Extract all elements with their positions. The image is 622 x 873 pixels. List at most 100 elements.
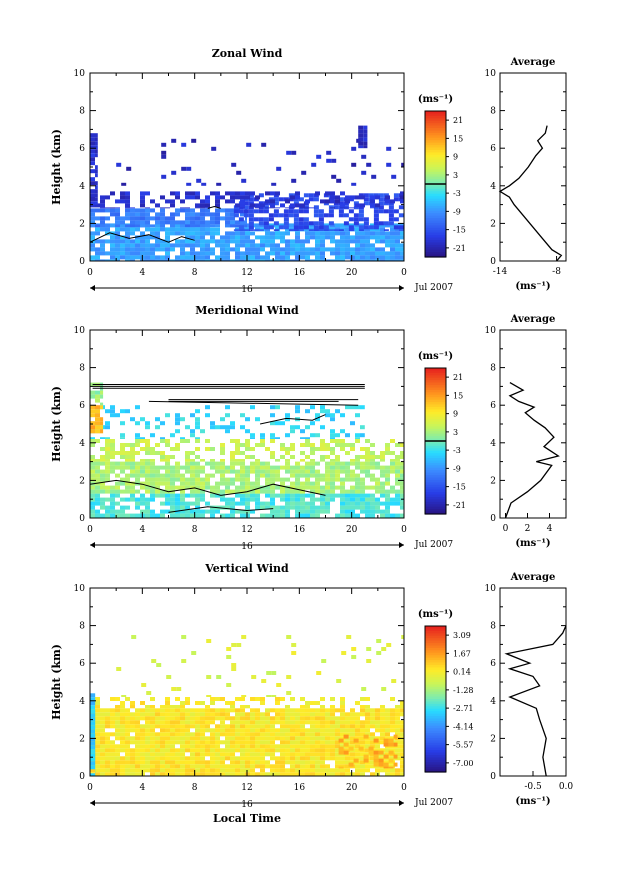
heatmap-cell <box>241 695 247 697</box>
heatmap-cell <box>363 225 369 230</box>
heatmap-cell <box>115 216 120 221</box>
heatmap-cell <box>100 239 105 244</box>
heatmap-cell <box>140 195 145 200</box>
colorbar-tick-label: -9 <box>453 207 461 216</box>
heatmap-cell <box>120 497 125 502</box>
heatmap-cell <box>266 695 272 697</box>
heatmap-cell <box>100 469 105 474</box>
heatmap-cell <box>190 220 195 225</box>
heatmap-cell <box>265 239 270 244</box>
heatmap-cell <box>330 451 335 455</box>
contour-line <box>89 232 195 243</box>
heatmap-cell <box>290 247 295 252</box>
heatmap-cell <box>240 740 245 745</box>
heatmap-cell <box>130 251 135 256</box>
colorbar-frame <box>424 625 447 773</box>
heatmap-cell <box>230 220 235 225</box>
heatmap-cell <box>295 195 300 200</box>
heatmap-cell <box>340 481 345 486</box>
heatmap-cell <box>260 255 265 260</box>
heatmap-cell <box>383 738 389 743</box>
heatmap-cell <box>120 255 125 260</box>
heatmap-cell <box>90 439 95 443</box>
heatmap-cell <box>165 724 170 729</box>
colorbar-segment <box>425 411 446 415</box>
heatmap-cell <box>265 493 270 498</box>
heatmap-cell <box>235 772 240 776</box>
heatmap-cell <box>360 732 365 737</box>
heatmap-cell <box>260 772 265 776</box>
heatmap-cell <box>295 203 300 208</box>
heatmap-cell <box>190 239 195 244</box>
heatmap-cell <box>268 213 274 218</box>
heatmap-cell <box>225 216 230 221</box>
colorbar-tick-label: -21 <box>453 244 466 253</box>
heatmap-cell <box>283 225 289 230</box>
heatmap-cell <box>245 251 250 256</box>
heatmap-cell <box>180 708 185 713</box>
heatmap-cell <box>95 477 100 482</box>
heatmap-cell <box>300 513 305 518</box>
heatmap-cell <box>350 720 355 725</box>
heatmap-cell <box>335 485 340 490</box>
y-tick-label: 8 <box>79 107 85 117</box>
heatmap-cell <box>240 195 245 200</box>
heatmap-cell <box>323 229 329 231</box>
heatmap-cell <box>325 409 330 414</box>
heatmap-cell <box>330 413 335 418</box>
heatmap-cell <box>348 217 354 222</box>
heatmap-cell <box>210 748 215 753</box>
heatmap-cell <box>215 212 220 217</box>
heatmap-cell <box>300 736 305 741</box>
heatmap-cell <box>358 209 364 214</box>
heatmap-cell <box>240 251 245 256</box>
heatmap-cell <box>395 235 400 240</box>
heatmap-cell <box>235 509 240 514</box>
average-y-tick-label: 0 <box>490 772 496 782</box>
heatmap-cell <box>180 768 185 773</box>
heatmap-cell <box>370 756 375 761</box>
heatmap-cell <box>185 485 190 490</box>
heatmap-cell <box>375 712 380 717</box>
colorbar-segment <box>425 669 446 673</box>
heatmap-cell <box>355 235 360 240</box>
heatmap-cell <box>400 752 404 757</box>
heatmap-cell <box>180 752 185 757</box>
heatmap-cell <box>170 247 175 252</box>
heatmap-cell <box>160 772 165 776</box>
heatmap-cell <box>335 736 340 741</box>
heatmap-cell <box>270 421 275 426</box>
heatmap-cell <box>170 477 175 482</box>
heatmap-cell <box>275 712 280 717</box>
heatmap-cell <box>175 716 180 721</box>
heatmap-cell <box>125 195 130 200</box>
heatmap-cell <box>100 513 105 518</box>
heatmap-cell <box>353 738 359 743</box>
heatmap-cell <box>100 195 105 200</box>
heatmap-cell <box>240 736 245 741</box>
heatmap-cell <box>135 227 140 232</box>
heatmap-cell <box>210 421 215 426</box>
heatmap-cell <box>205 243 210 248</box>
heatmap-cell <box>355 239 360 244</box>
colorbar-segment <box>425 169 446 173</box>
heatmap-cell <box>145 505 150 510</box>
heatmap-cell <box>365 461 370 466</box>
heatmap-cell <box>100 720 105 725</box>
heatmap-cell <box>121 182 127 186</box>
heatmap-cell <box>95 145 98 150</box>
heatmap-cell <box>315 231 320 236</box>
heatmap-cell <box>323 213 329 218</box>
heatmap-cell <box>200 720 205 725</box>
heatmap-cell <box>135 443 140 447</box>
heatmap-cell <box>390 199 395 204</box>
heatmap-cell <box>255 748 260 753</box>
heatmap-cell <box>155 764 160 769</box>
heatmap-cell <box>280 481 285 486</box>
heatmap-cell <box>110 247 115 252</box>
heatmap-cell <box>130 756 135 761</box>
heatmap-cell <box>273 197 279 202</box>
heatmap-cell <box>378 758 384 763</box>
heatmap-cell <box>345 505 350 510</box>
heatmap-cell <box>160 212 165 217</box>
